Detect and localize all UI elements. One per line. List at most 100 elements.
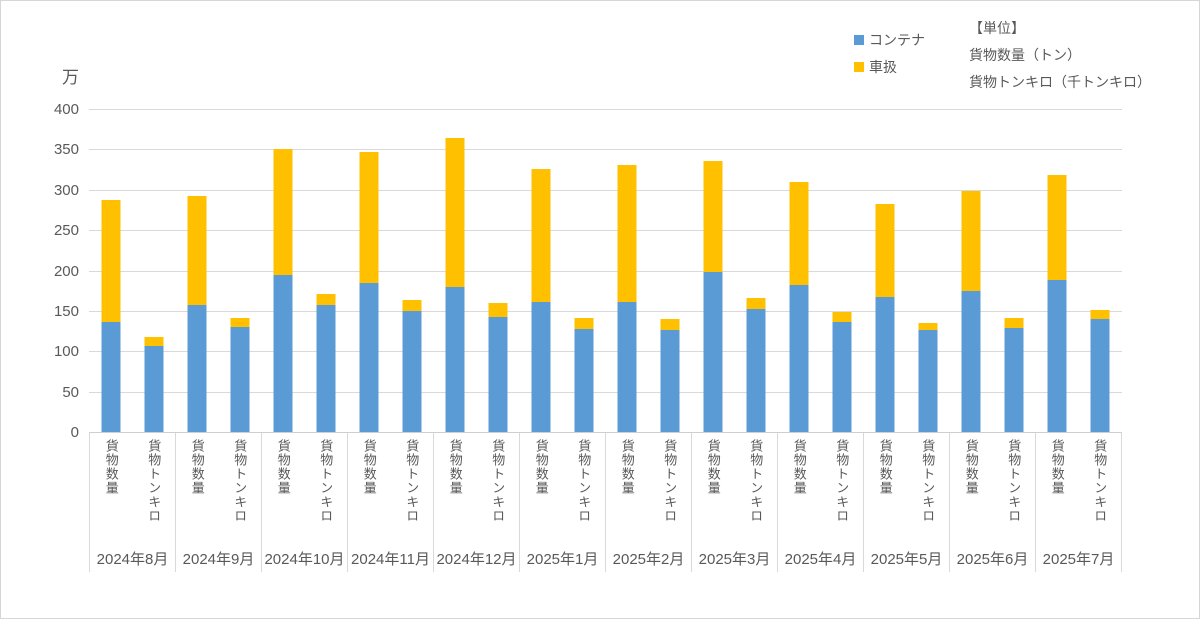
bar-segment-wagon [1090, 310, 1110, 320]
bar-segment-wagon [1047, 174, 1067, 281]
category-cell: 貨物数量 貨物トンキロ 2024年8月 [89, 433, 176, 572]
plot-area [89, 109, 1122, 433]
category-cell: 貨物数量 貨物トンキロ 2024年12月 [434, 433, 520, 572]
legend-item-wagon: 車扱 [854, 53, 925, 80]
category-cell: 貨物数量 貨物トンキロ 2025年1月 [520, 433, 606, 572]
category-cell: 貨物数量 貨物トンキロ 2024年10月 [262, 433, 348, 572]
bar-slot [261, 110, 304, 433]
gridline-350 [89, 149, 1122, 151]
month-label: 2024年9月 [182, 551, 255, 568]
bar-slot [778, 110, 821, 433]
category-cell: 貨物数量 貨物トンキロ 2025年4月 [778, 433, 864, 572]
stacked-bar [273, 148, 293, 433]
stacked-bar [1047, 174, 1067, 433]
bar-labels-row: 貨物数量 貨物トンキロ [606, 433, 691, 523]
bar-segment-container [445, 286, 465, 433]
bar-label: 貨物トンキロ [318, 439, 334, 523]
bar-slot [649, 110, 692, 433]
bar-label: 貨物数量 [619, 439, 635, 495]
bar-slot [132, 110, 175, 433]
bar-segment-container [789, 285, 809, 433]
bar-slot [218, 110, 261, 433]
bar-slot [907, 110, 950, 433]
bar-segment-container [746, 309, 766, 433]
stacked-bar [660, 319, 680, 433]
bar-slot [175, 110, 218, 433]
bar-segment-container [1047, 280, 1067, 433]
month-label: 2025年1月 [526, 551, 599, 568]
stacked-bar [187, 195, 207, 433]
bar-label: 貨物数量 [791, 439, 807, 495]
bar-group [864, 110, 950, 433]
bar-segment-wagon [445, 138, 465, 287]
bar-labels-row: 貨物数量 貨物トンキロ [950, 433, 1035, 523]
legend-label-wagon: 車扱 [869, 58, 897, 75]
stacked-bar [230, 318, 250, 433]
bar-label-slot: 貨物数量 [262, 439, 305, 523]
bar-label-slot: 貨物トンキロ [391, 439, 434, 523]
bar-group [778, 110, 864, 433]
y-tick-label-350: 350 [53, 141, 79, 159]
bar-group [1036, 110, 1122, 433]
bar-slot [304, 110, 347, 433]
bar-group [89, 110, 175, 433]
month-label: 2025年2月 [612, 551, 685, 568]
bar-segment-wagon [187, 195, 207, 305]
bar-segment-container [918, 330, 938, 433]
bar-slot [347, 110, 390, 433]
bar-segment-container [875, 297, 895, 433]
bar-group [519, 110, 605, 433]
bar-label: 貨物トンキロ [1092, 439, 1108, 523]
y-tick-label-50: 50 [62, 383, 79, 401]
bar-label-slot: 貨物数量 [434, 439, 477, 523]
bar-label-slot: 貨物トンキロ [1079, 439, 1122, 523]
legend: コンテナ 車扱 [854, 26, 925, 80]
bar-slot [605, 110, 648, 433]
bar-label: 貨物トンキロ [748, 439, 764, 523]
month-label: 2024年10月 [264, 551, 345, 568]
bar-group [261, 110, 347, 433]
category-cell: 貨物数量 貨物トンキロ 2024年9月 [176, 433, 262, 572]
stacked-bar [574, 317, 594, 433]
bar-label-slot: 貨物数量 [606, 439, 649, 523]
month-label: 2025年3月 [698, 551, 771, 568]
container-series-swatch [854, 34, 864, 45]
bar-segment-wagon [101, 200, 121, 323]
bar-labels-row: 貨物数量 貨物トンキロ [176, 433, 261, 523]
bar-labels-row: 貨物数量 貨物トンキロ [520, 433, 605, 523]
bar-segment-wagon [574, 317, 594, 329]
bar-label-slot: 貨物トンキロ [649, 439, 692, 523]
category-cell: 貨物数量 貨物トンキロ 2025年5月 [864, 433, 950, 572]
gridline-50 [89, 391, 1122, 393]
bar-segment-container [832, 321, 852, 433]
stacked-bar [316, 294, 336, 433]
bar-label-slot: 貨物数量 [864, 439, 907, 523]
bar-segment-container [359, 282, 379, 433]
bar-label-slot: 貨物トンキロ [993, 439, 1036, 523]
bar-label: 貨物数量 [963, 439, 979, 495]
stacked-bar [144, 336, 164, 433]
unit-note: 【単位】 貨物数量（トン） 貨物トンキロ（千トンキロ） [969, 15, 1151, 96]
bar-slot [692, 110, 735, 433]
bar-group [950, 110, 1036, 433]
bar-label-slot: 貨物トンキロ [563, 439, 606, 523]
bar-label: 貨物数量 [1049, 439, 1065, 495]
stacked-bar [789, 181, 809, 433]
bar-label: 貨物トンキロ [834, 439, 850, 523]
category-axis-labels: 貨物数量 貨物トンキロ 2024年8月 貨物数量 貨物トンキロ 2024年9月 貨物数量 貨物… [89, 433, 1122, 572]
bar-segment-container [1004, 328, 1024, 433]
bar-segment-container [703, 272, 723, 433]
bar-slot [89, 110, 132, 433]
bar-segment-wagon [660, 319, 680, 330]
bar-segment-wagon [488, 303, 508, 317]
bar-segment-wagon [703, 160, 723, 273]
bar-slot [993, 110, 1036, 433]
stacked-bar [531, 168, 551, 433]
stacked-bar [1004, 318, 1024, 433]
bar-label: 貨物トンキロ [490, 439, 506, 523]
gridline-250 [89, 230, 1122, 232]
stacked-bar [961, 190, 981, 433]
category-cell: 貨物数量 貨物トンキロ 2025年2月 [606, 433, 692, 572]
bar-slot [1079, 110, 1122, 433]
y-tick-label-300: 300 [53, 181, 79, 199]
